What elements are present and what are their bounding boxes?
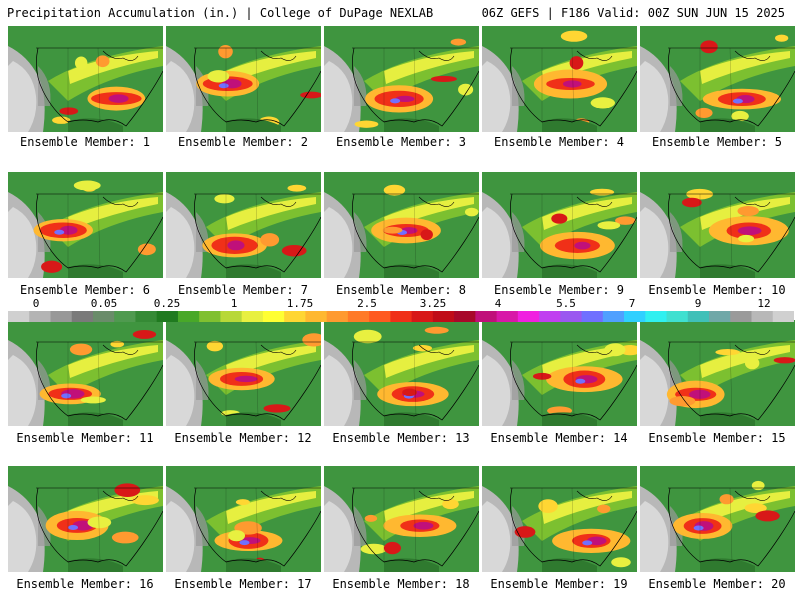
colorbar-swatch: [199, 311, 221, 322]
colorbar-swatch: [8, 311, 30, 322]
colorbar-swatch: [666, 311, 689, 322]
colorbar-swatch: [645, 311, 668, 322]
colorbar: [8, 311, 794, 322]
colorbar-swatch: [709, 311, 731, 322]
colorbar-swatch: [602, 311, 625, 322]
map-panel: [640, 320, 795, 426]
colorbar-swatch: [432, 311, 455, 322]
colorbar-swatch: [624, 311, 646, 322]
ensemble-member-label: Ensemble Member: 8: [335, 283, 467, 297]
colorbar-swatch: [114, 311, 136, 322]
colorbar-swatch: [517, 311, 540, 322]
colorbar-swatch: [369, 311, 391, 322]
map-panel: [640, 466, 795, 572]
colorbar-swatch: [751, 311, 774, 322]
map-panel: [8, 320, 163, 426]
ensemble-member-label: Ensemble Member: 10: [648, 283, 786, 297]
map-panel: [640, 26, 795, 132]
map-panel: [482, 26, 637, 132]
ensemble-member-label: Ensemble Member: 11: [16, 431, 154, 445]
map-panel: [166, 466, 321, 572]
colorbar-swatch: [496, 311, 519, 322]
map-panel: [324, 172, 479, 278]
ensemble-member-label: Ensemble Member: 15: [648, 431, 786, 445]
ensemble-member-label: Ensemble Member: 20: [648, 577, 786, 591]
colorbar-swatch: [475, 311, 498, 322]
ensemble-member-label: Ensemble Member: 14: [490, 431, 628, 445]
colorbar-swatch: [560, 311, 583, 322]
map-panel: [482, 320, 637, 426]
colorbar-swatch: [305, 311, 328, 322]
ensemble-member-label: Ensemble Member: 5: [651, 135, 783, 149]
map-panel: [166, 320, 321, 426]
ensemble-member-label: Ensemble Member: 7: [177, 283, 309, 297]
run-info: 06Z GEFS | F186 Valid: 00Z SUN JUN 15 20…: [481, 6, 785, 20]
map-panel: [8, 172, 163, 278]
map-panel: [324, 320, 479, 426]
colorbar-tick-label: 0: [32, 297, 40, 310]
colorbar-tick-label: 2.5: [357, 297, 377, 310]
map-panel: [482, 466, 637, 572]
ensemble-member-label: Ensemble Member: 19: [490, 577, 628, 591]
map-panel: [8, 26, 163, 132]
map-panel: [8, 466, 163, 572]
ensemble-member-label: Ensemble Member: 18: [332, 577, 470, 591]
colorbar-swatch: [71, 311, 94, 322]
map-panel: [324, 26, 479, 132]
colorbar-swatch: [581, 311, 604, 322]
ensemble-member-label: Ensemble Member: 6: [19, 283, 151, 297]
ensemble-member-label: Ensemble Member: 17: [174, 577, 312, 591]
colorbar-swatch: [156, 311, 179, 322]
ensemble-member-label: Ensemble Member: 16: [16, 577, 154, 591]
ensemble-member-label: Ensemble Member: 9: [493, 283, 625, 297]
colorbar-tick-label: 12: [757, 297, 771, 310]
ensemble-member-label: Ensemble Member: 2: [177, 135, 309, 149]
colorbar-tick-label: 1: [230, 297, 238, 310]
colorbar-swatch: [772, 311, 794, 322]
colorbar-swatch: [390, 311, 413, 322]
colorbar-swatch: [687, 311, 710, 322]
colorbar-tick-label: 4: [494, 297, 502, 310]
colorbar-swatch: [454, 311, 476, 322]
colorbar-tick-label: 7: [628, 297, 636, 310]
ensemble-member-label: Ensemble Member: 13: [332, 431, 470, 445]
colorbar-swatch: [539, 311, 561, 322]
colorbar-swatch: [347, 311, 370, 322]
colorbar-swatch: [241, 311, 264, 322]
map-panel: [482, 172, 637, 278]
colorbar-tick-label: 1.75: [286, 297, 314, 310]
colorbar-swatch: [135, 311, 158, 322]
page-title: Precipitation Accumulation (in.) | Colle…: [7, 6, 434, 20]
colorbar-swatch: [411, 311, 434, 322]
ensemble-member-label: Ensemble Member: 3: [335, 135, 467, 149]
colorbar-tick-label: 3.25: [419, 297, 447, 310]
colorbar-swatch: [730, 311, 753, 322]
colorbar-tick-label: 0.25: [153, 297, 181, 310]
map-panel: [166, 26, 321, 132]
colorbar-swatch: [29, 311, 51, 322]
colorbar-swatch: [326, 311, 349, 322]
colorbar-swatch: [92, 311, 115, 322]
colorbar-swatch: [220, 311, 243, 322]
colorbar-swatch: [284, 311, 306, 322]
colorbar-tick-label: 0.05: [90, 297, 118, 310]
map-panel: [324, 466, 479, 572]
map-panel: [640, 172, 795, 278]
ensemble-member-label: Ensemble Member: 1: [19, 135, 151, 149]
colorbar-swatch: [262, 311, 285, 322]
colorbar-swatch: [177, 311, 200, 322]
colorbar-tick-label: 5.5: [556, 297, 576, 310]
ensemble-member-label: Ensemble Member: 4: [493, 135, 625, 149]
colorbar-tick-label: 9: [694, 297, 702, 310]
ensemble-member-label: Ensemble Member: 12: [174, 431, 312, 445]
colorbar-swatch: [50, 311, 73, 322]
map-panel: [166, 172, 321, 278]
